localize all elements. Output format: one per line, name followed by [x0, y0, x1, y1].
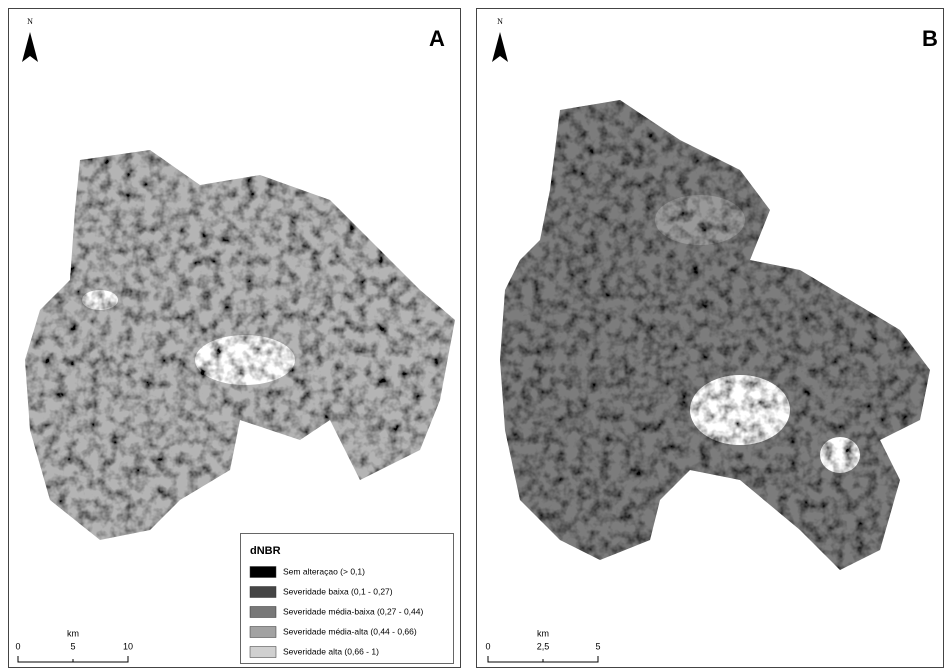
legend-label: Severidade alta (0,66 - 1): [283, 646, 379, 656]
scale-tick: 2,5: [537, 641, 550, 651]
legend-swatch: [250, 587, 276, 598]
scale-unit: km: [67, 628, 79, 638]
scale-unit: km: [537, 628, 549, 638]
legend-label: Severidade média-baixa (0,27 - 0,44): [283, 606, 423, 616]
north-label: N: [497, 17, 503, 26]
legend-label: Sem alteraçao (> 0,1): [283, 566, 365, 576]
scale-tick: 5: [595, 641, 600, 651]
panel-label: B: [922, 26, 938, 51]
scale-tick: 10: [123, 641, 133, 651]
scale-tick: 5: [70, 641, 75, 651]
scale-tick: 0: [15, 641, 20, 651]
legend-swatch: [250, 627, 276, 638]
legend-swatch: [250, 607, 276, 618]
legend-label: Severidade média-alta (0,44 - 0,66): [283, 626, 417, 636]
north-label: N: [27, 17, 33, 26]
legend-label: Severidade baixa (0,1 - 0,27): [283, 586, 393, 596]
legend: dNBR Sem alteraçao (> 0,1) Severidade bai…: [241, 534, 454, 664]
figure: N A km 0 5 10 dNBR Sem alteraçao (> 0,1)…: [0, 0, 946, 671]
legend-swatch: [250, 567, 276, 578]
scale-tick: 0: [485, 641, 490, 651]
legend-title: dNBR: [250, 545, 281, 557]
panel-label: A: [429, 26, 445, 51]
legend-swatch: [250, 647, 276, 658]
